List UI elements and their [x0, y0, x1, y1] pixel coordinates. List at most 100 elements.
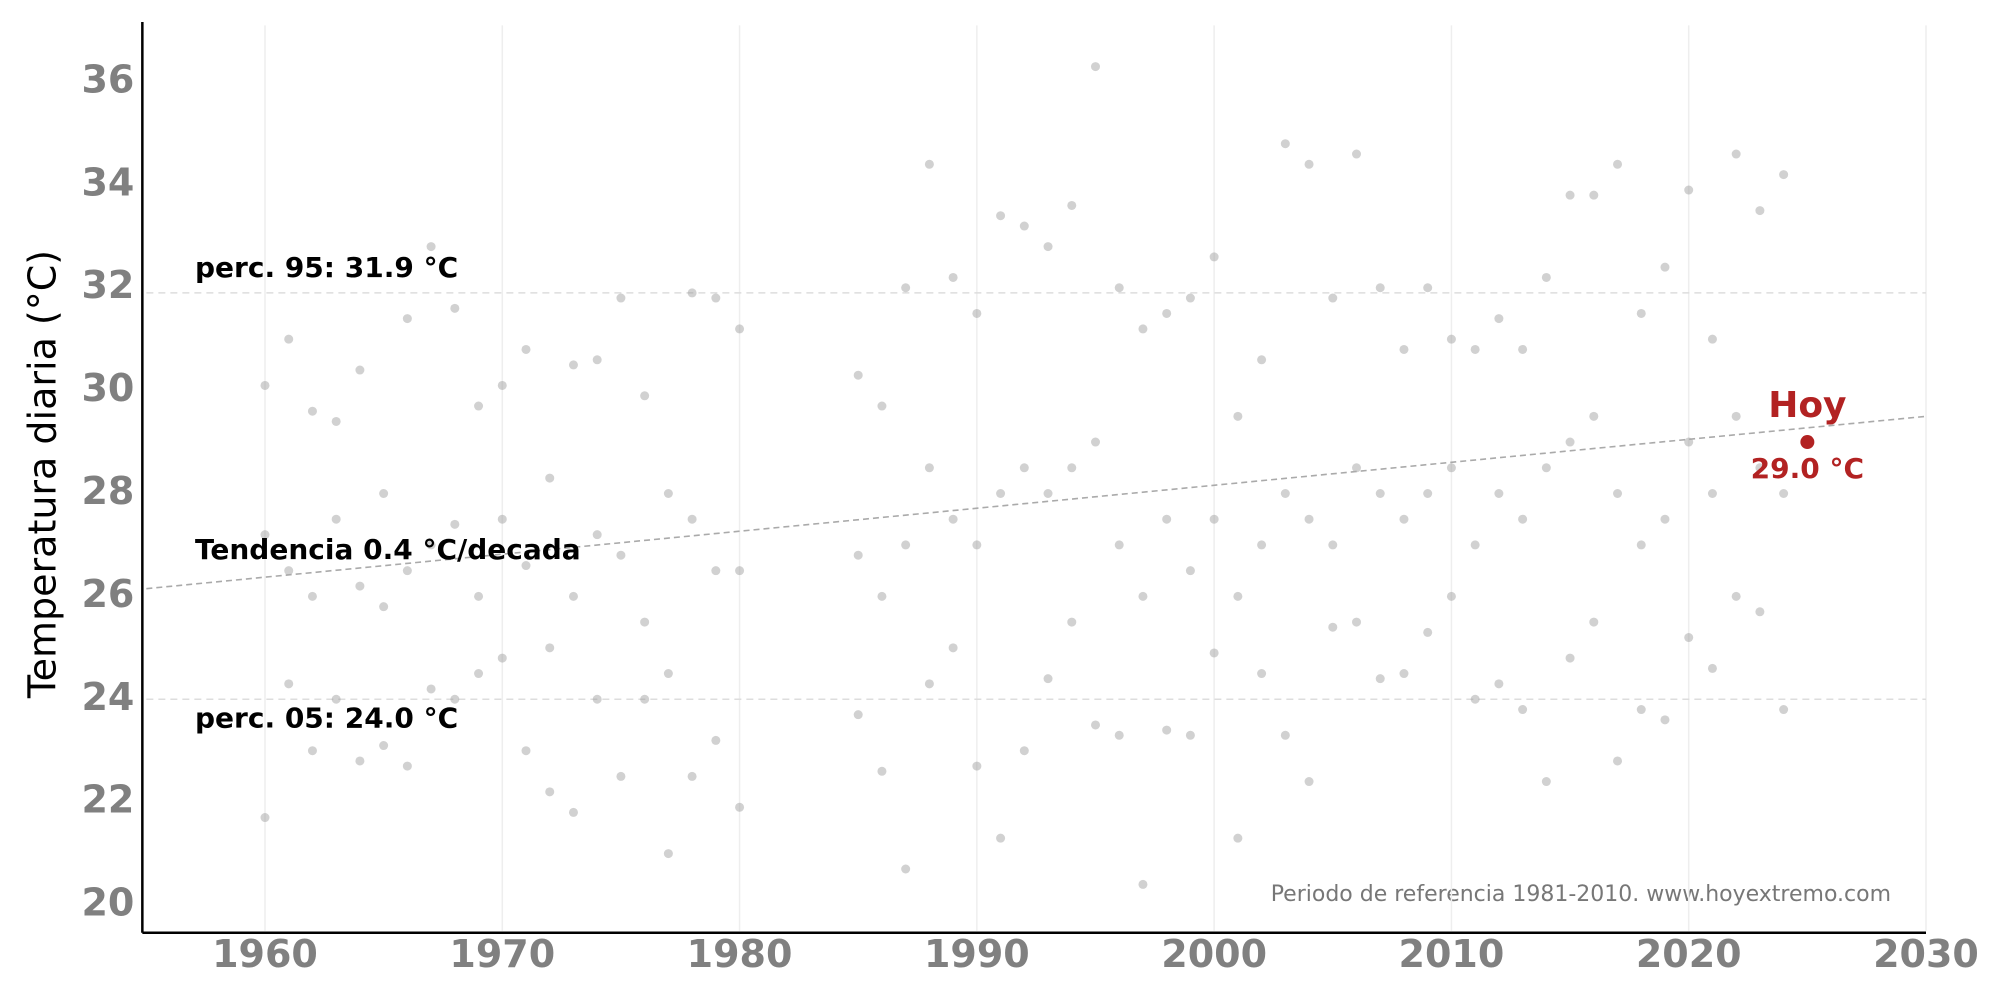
- trend-line: [146, 415, 1927, 590]
- data-point: [568, 807, 578, 817]
- data-point: [379, 741, 389, 751]
- data-point: [331, 416, 341, 426]
- data-point: [1779, 705, 1789, 715]
- data-point: [877, 591, 887, 601]
- y-tick-label: 34: [81, 160, 134, 204]
- data-point: [948, 272, 958, 282]
- data-point: [355, 365, 365, 375]
- data-point: [1470, 540, 1480, 550]
- data-point: [1423, 488, 1433, 498]
- data-point: [996, 211, 1006, 221]
- data-point: [1257, 355, 1267, 365]
- data-point: [450, 519, 460, 529]
- data-point: [284, 679, 294, 689]
- data-point: [1019, 746, 1029, 756]
- data-point: [1565, 437, 1575, 447]
- data-point: [260, 530, 270, 540]
- data-point: [592, 530, 602, 540]
- data-point: [1352, 463, 1362, 473]
- data-point: [402, 314, 412, 324]
- data-point: [1352, 617, 1362, 627]
- data-point: [1399, 669, 1409, 679]
- data-point: [996, 833, 1006, 843]
- data-point: [1233, 833, 1243, 843]
- data-point: [1613, 488, 1623, 498]
- data-point: [355, 756, 365, 766]
- today-value-label: 29.0 °C: [1751, 452, 1864, 485]
- data-point: [545, 787, 555, 797]
- data-point: [355, 581, 365, 591]
- data-point: [1541, 777, 1551, 787]
- data-point: [474, 591, 484, 601]
- data-point: [1565, 190, 1575, 200]
- data-point: [1162, 514, 1172, 524]
- y-tick-label: 28: [81, 469, 134, 513]
- data-point: [331, 514, 341, 524]
- data-point: [1067, 617, 1077, 627]
- data-point: [497, 514, 507, 524]
- y-axis-label: Temperatura diaria (°C): [21, 250, 65, 699]
- footer: Periodo de referencia 1981-2010. www.hoy…: [1271, 882, 1891, 907]
- data-point: [1660, 715, 1670, 725]
- data-point: [1613, 756, 1623, 766]
- data-point: [972, 540, 982, 550]
- data-point: [1541, 463, 1551, 473]
- x-tick-label: 2030: [1873, 932, 1979, 976]
- data-point: [1090, 437, 1100, 447]
- data-point: [307, 406, 317, 416]
- data-point: [545, 473, 555, 483]
- data-point: [1043, 488, 1053, 498]
- data-point: [284, 566, 294, 576]
- data-point: [1209, 514, 1219, 524]
- x-tick-label: 1990: [924, 932, 1030, 976]
- data-point: [1090, 62, 1100, 72]
- data-point: [1185, 293, 1195, 303]
- data-point: [402, 566, 412, 576]
- x-tick-label: 1970: [449, 932, 555, 976]
- data-point: [1423, 283, 1433, 293]
- data-point: [663, 488, 673, 498]
- x-tick-label: 2020: [1636, 932, 1742, 976]
- data-point: [901, 864, 911, 874]
- x-tick-label: 2010: [1399, 932, 1505, 976]
- data-point: [1067, 463, 1077, 473]
- data-point: [474, 401, 484, 411]
- data-point: [379, 488, 389, 498]
- y-tick-label: 36: [81, 57, 134, 101]
- data-point: [1114, 730, 1124, 740]
- data-point: [640, 617, 650, 627]
- data-point: [1731, 591, 1741, 601]
- data-point: [426, 684, 436, 694]
- data-point: [1589, 411, 1599, 421]
- data-point: [1636, 540, 1646, 550]
- data-point: [1541, 272, 1551, 282]
- data-point: [663, 669, 673, 679]
- data-point: [1043, 674, 1053, 684]
- data-point: [1707, 334, 1717, 344]
- data-point: [1684, 185, 1694, 195]
- data-point: [924, 463, 934, 473]
- x-tick-label: 1960: [212, 932, 318, 976]
- data-point: [1446, 334, 1456, 344]
- data-point: [1090, 720, 1100, 730]
- data-point: [1233, 591, 1243, 601]
- reference-label: perc. 95: 31.9 °C: [195, 251, 458, 284]
- data-point: [711, 293, 721, 303]
- data-point: [402, 761, 412, 771]
- data-point: [1399, 514, 1409, 524]
- data-point: [1636, 705, 1646, 715]
- data-point: [616, 550, 626, 560]
- x-tick-label: 2000: [1161, 932, 1267, 976]
- data-point: [616, 771, 626, 781]
- data-point: [1779, 170, 1789, 180]
- data-point: [687, 288, 697, 298]
- data-point: [1518, 705, 1528, 715]
- data-point: [1470, 694, 1480, 704]
- data-point: [1423, 627, 1433, 637]
- y-tick-label: 20: [81, 881, 134, 925]
- data-point: [284, 334, 294, 344]
- data-point: [640, 694, 650, 704]
- data-point: [1280, 139, 1290, 149]
- data-point: [1565, 653, 1575, 663]
